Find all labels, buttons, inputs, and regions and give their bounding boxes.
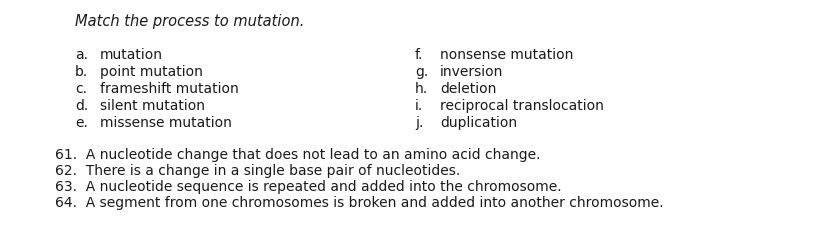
Text: point mutation: point mutation: [100, 65, 203, 79]
Text: nonsense mutation: nonsense mutation: [439, 48, 572, 62]
Text: deletion: deletion: [439, 82, 495, 96]
Text: i.: i.: [414, 99, 423, 113]
Text: d.: d.: [75, 99, 88, 113]
Text: Match the process to mutation.: Match the process to mutation.: [75, 14, 304, 29]
Text: mutation: mutation: [100, 48, 163, 62]
Text: silent mutation: silent mutation: [100, 99, 205, 113]
Text: g.: g.: [414, 65, 428, 79]
Text: b.: b.: [75, 65, 88, 79]
Text: h.: h.: [414, 82, 428, 96]
Text: duplication: duplication: [439, 116, 517, 130]
Text: inversion: inversion: [439, 65, 503, 79]
Text: j.: j.: [414, 116, 423, 130]
Text: 61.  A nucleotide change that does not lead to an amino acid change.: 61. A nucleotide change that does not le…: [55, 148, 540, 162]
Text: 62.  There is a change in a single base pair of nucleotides.: 62. There is a change in a single base p…: [55, 164, 460, 178]
Text: f.: f.: [414, 48, 423, 62]
Text: frameshift mutation: frameshift mutation: [100, 82, 238, 96]
Text: e.: e.: [75, 116, 88, 130]
Text: 63.  A nucleotide sequence is repeated and added into the chromosome.: 63. A nucleotide sequence is repeated an…: [55, 180, 561, 194]
Text: missense mutation: missense mutation: [100, 116, 232, 130]
Text: reciprocal translocation: reciprocal translocation: [439, 99, 603, 113]
Text: c.: c.: [75, 82, 87, 96]
Text: a.: a.: [75, 48, 88, 62]
Text: 64.  A segment from one chromosomes is broken and added into another chromosome.: 64. A segment from one chromosomes is br…: [55, 196, 662, 210]
